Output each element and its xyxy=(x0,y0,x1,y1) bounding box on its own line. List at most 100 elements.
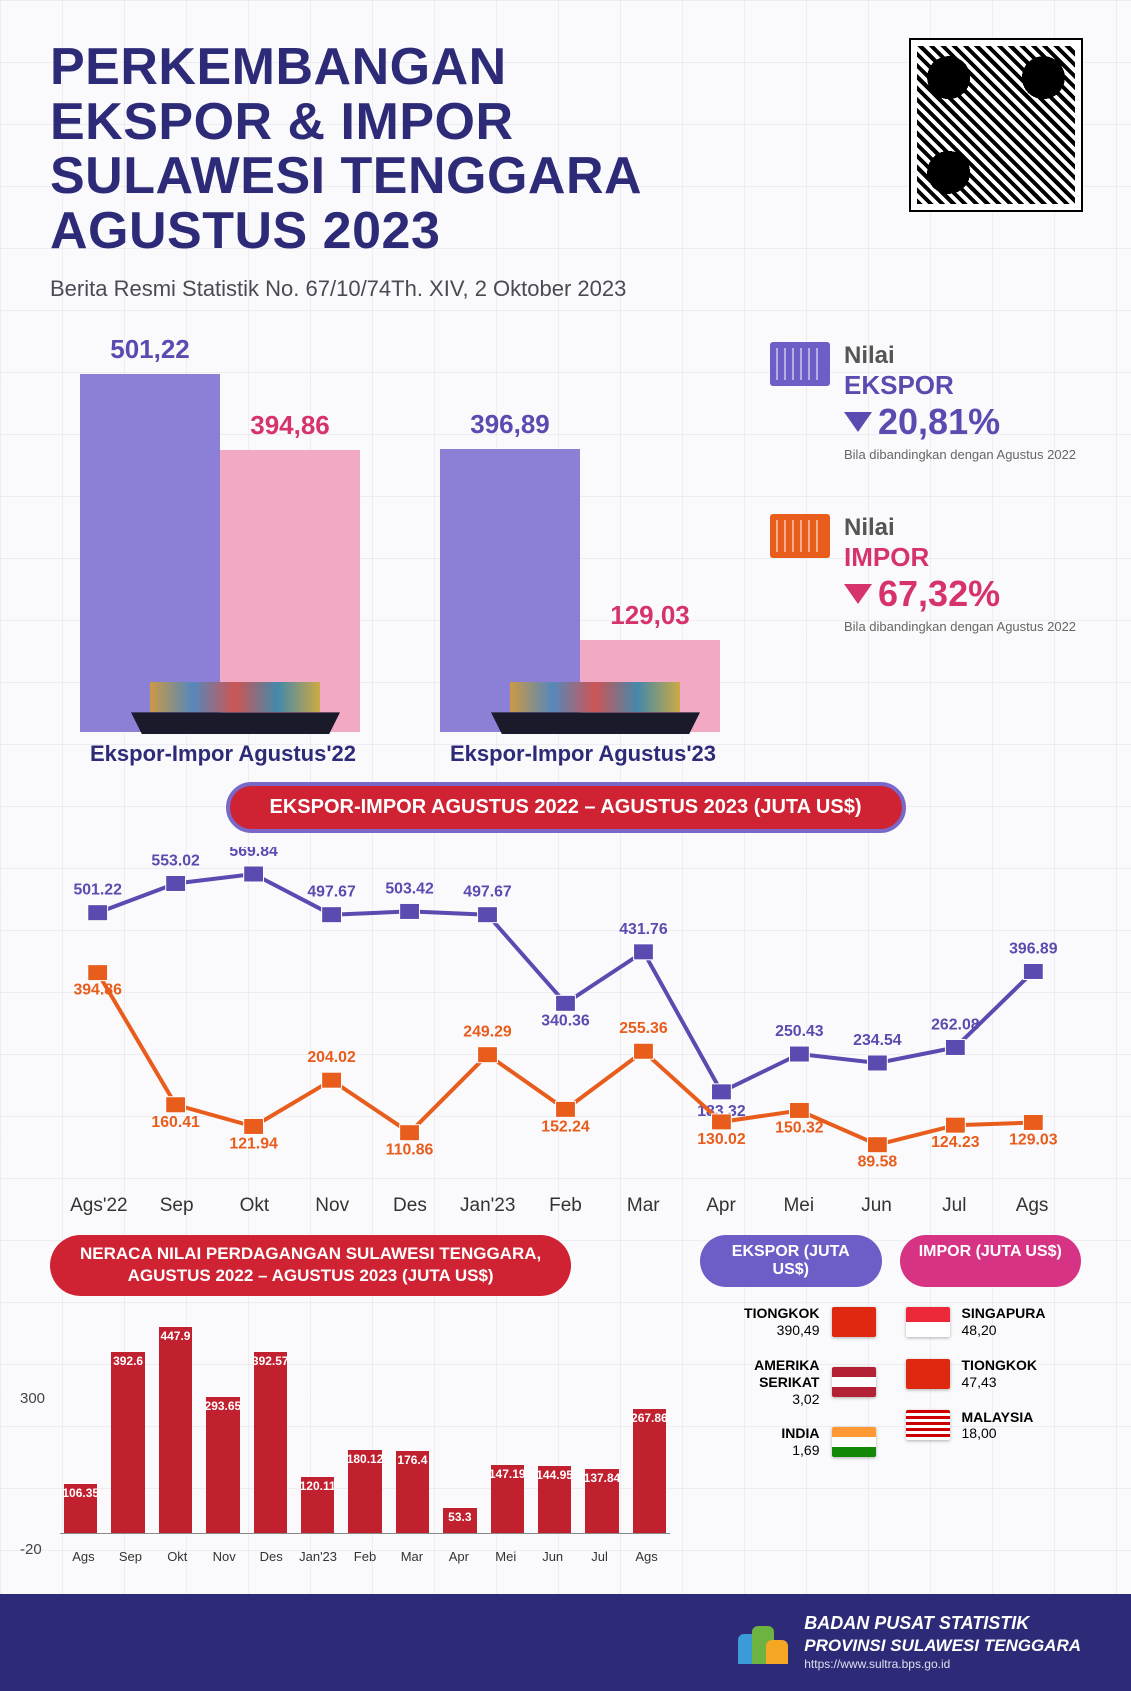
neraca-bar-chart: 300 -20 106.35392.6447.9293.65392.57120.… xyxy=(50,1304,670,1564)
impor-partners: SINGAPURA48,20 TIONGKOK47,43 MALAYSIA18,00 xyxy=(906,1305,1082,1459)
impor-header: IMPOR (JUTA US$) xyxy=(900,1235,1082,1287)
flag-icon xyxy=(832,1427,876,1457)
x-tick: Ags'22 xyxy=(60,1195,138,1217)
x-tick: Sep xyxy=(138,1195,216,1217)
line-marker xyxy=(322,907,342,923)
ship-icon xyxy=(120,674,340,734)
x-tick: Jul xyxy=(576,1549,623,1564)
kpi-name: Nilai xyxy=(844,342,1076,370)
partner-name: TIONGKOK xyxy=(744,1305,819,1321)
line-marker xyxy=(166,1097,186,1113)
point-label: 130.02 xyxy=(697,1131,746,1148)
x-tick: Feb xyxy=(527,1195,605,1217)
kpi-label: EKSPOR xyxy=(844,370,1076,401)
footer-prov: PROVINSI SULAWESI TENGGARA xyxy=(804,1635,1081,1657)
trade-partners: EKSPOR (JUTA US$) IMPOR (JUTA US$) TIONG… xyxy=(700,1235,1081,1459)
partner-value: 18,00 xyxy=(962,1425,997,1441)
x-tick: Jul xyxy=(915,1195,993,1217)
x-tick: Nov xyxy=(201,1549,248,1564)
flag-icon xyxy=(832,1307,876,1337)
neraca-value: 447.9 xyxy=(155,1329,196,1343)
x-tick: Feb xyxy=(342,1549,389,1564)
point-label: 255.36 xyxy=(619,1021,668,1038)
point-label: 569.84 xyxy=(229,847,278,860)
partner-row: AMERIKA SERIKAT3,02 xyxy=(700,1357,876,1407)
x-tick: Ags xyxy=(60,1549,107,1564)
x-tick: Okt xyxy=(216,1195,294,1217)
title-line: SULAWESI TENGGARA xyxy=(50,147,642,205)
partner-value: 390,49 xyxy=(777,1322,820,1338)
trade-balance-block: NERACA NILAI PERDAGANGAN SULAWESI TENGGA… xyxy=(50,1235,670,1563)
x-tick: Nov xyxy=(293,1195,371,1217)
line-marker xyxy=(867,1137,887,1153)
line-chart: 501.22553.02569.84497.67503.42497.67340.… xyxy=(60,847,1071,1217)
group-label: Ekspor-Impor Agustus'22 xyxy=(90,741,356,767)
line-series xyxy=(98,874,1034,1092)
point-label: 503.42 xyxy=(385,881,434,898)
line-marker xyxy=(1023,1115,1043,1131)
kpi-note: Bila dibandingkan dengan Agustus 2022 xyxy=(844,447,1076,464)
kpi-ekspor: NilaiEKSPOR20,81% Bila dibandingkan denga… xyxy=(770,342,1081,464)
line-marker xyxy=(790,1103,810,1119)
point-label: 152.24 xyxy=(541,1119,590,1136)
y-tick: 300 xyxy=(20,1390,45,1407)
footer: BADAN PUSAT STATISTIK PROVINSI SULAWESI … xyxy=(0,1594,1131,1691)
partner-name: SINGAPURA xyxy=(962,1305,1046,1321)
line-marker xyxy=(166,876,186,892)
x-tick: Jan'23 xyxy=(449,1195,527,1217)
line-marker xyxy=(556,996,576,1012)
point-label: 431.76 xyxy=(619,921,668,938)
arrow-down-icon xyxy=(844,412,872,432)
partner-row: SINGAPURA48,20 xyxy=(906,1305,1082,1339)
kpi-panel: NilaiEKSPOR20,81% Bila dibandingkan denga… xyxy=(770,332,1081,772)
x-tick: Okt xyxy=(154,1549,201,1564)
partner-row: TIONGKOK47,43 xyxy=(906,1357,1082,1391)
bps-logo-icon xyxy=(738,1620,788,1664)
group-label: Ekspor-Impor Agustus'23 xyxy=(450,741,716,767)
line-marker xyxy=(790,1046,810,1062)
point-label: 121.94 xyxy=(229,1136,278,1153)
line-marker xyxy=(88,905,108,921)
line-marker xyxy=(634,944,654,960)
page-title: PERKEMBANGAN EKSPOR & IMPOR SULAWESI TEN… xyxy=(50,40,642,258)
neraca-value: 267.86 xyxy=(629,1411,670,1425)
point-label: 501.22 xyxy=(73,882,122,899)
partner-row: INDIA1,69 xyxy=(700,1425,876,1459)
flag-icon xyxy=(906,1359,950,1389)
neraca-value: 392.6 xyxy=(107,1354,148,1368)
point-label: 89.58 xyxy=(858,1154,898,1171)
line-marker xyxy=(478,1047,498,1063)
kpi-pct: 20,81% xyxy=(844,401,1076,443)
line-marker xyxy=(244,1119,264,1135)
line-marker xyxy=(478,907,498,923)
point-label: 160.41 xyxy=(151,1114,200,1131)
grouped-bar-section: 501,22394,86Ekspor-Impor Agustus'22396,8… xyxy=(50,332,1081,772)
grouped-bar-chart: 501,22394,86Ekspor-Impor Agustus'22396,8… xyxy=(50,332,750,772)
kpi-pct: 67,32% xyxy=(844,573,1076,615)
partner-name: AMERIKA SERIKAT xyxy=(754,1357,819,1390)
line-marker xyxy=(945,1040,965,1056)
title-line: EKSPOR & IMPOR xyxy=(50,93,514,151)
line-marker xyxy=(400,904,420,920)
line-marker xyxy=(322,1073,342,1089)
ekspor-partners: TIONGKOK390,49 AMERIKA SERIKAT3,02 INDIA1,… xyxy=(700,1305,876,1459)
line-marker xyxy=(556,1102,576,1118)
container-icon xyxy=(770,514,830,558)
partner-value: 3,02 xyxy=(792,1391,819,1407)
kpi-impor: NilaiIMPOR67,32%Bila dibandingkan dengan… xyxy=(770,514,1081,636)
bottom-section: NERACA NILAI PERDAGANGAN SULAWESI TENGGA… xyxy=(50,1235,1081,1563)
flag-icon xyxy=(906,1307,950,1337)
line-marker xyxy=(244,866,264,882)
partner-name: MALAYSIA xyxy=(962,1409,1034,1425)
point-label: 497.67 xyxy=(463,884,512,901)
kpi-label: IMPOR xyxy=(844,542,1076,573)
ekspor-header: EKSPOR (JUTA US$) xyxy=(700,1235,882,1287)
x-tick: Mei xyxy=(482,1549,529,1564)
point-label: 553.02 xyxy=(151,853,200,870)
x-tick: Sep xyxy=(107,1549,154,1564)
qr-code-icon xyxy=(911,40,1081,210)
footer-url: https://www.sultra.bps.go.id xyxy=(804,1657,1081,1673)
point-label: 262.08 xyxy=(931,1017,980,1034)
x-tick: Ags xyxy=(623,1549,670,1564)
line-marker xyxy=(634,1044,654,1060)
